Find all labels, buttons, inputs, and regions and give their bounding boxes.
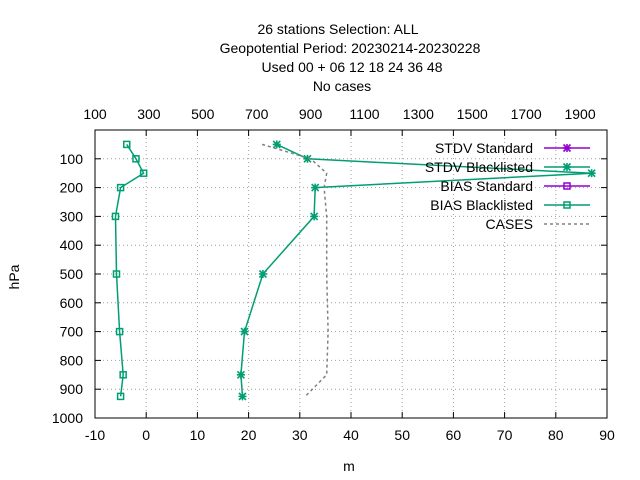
x2-tick-label: 900 xyxy=(299,106,323,122)
x2-tick-label: 1900 xyxy=(564,106,595,122)
x2-tick-label: 300 xyxy=(137,106,161,122)
data-point-bias-blacklisted xyxy=(116,183,125,192)
x-tick-label: 10 xyxy=(190,427,206,443)
data-point-stdv-blacklisted xyxy=(311,183,320,192)
x-tick-label: 40 xyxy=(343,427,359,443)
y-tick-label: 700 xyxy=(60,324,84,340)
x2-tick-label: 500 xyxy=(191,106,215,122)
data-point-bias-blacklisted xyxy=(132,155,140,163)
y-tick-label: 200 xyxy=(60,180,84,196)
legend-label-stdv-blacklisted: STDV Blacklisted xyxy=(425,159,533,175)
x-tick-label: 80 xyxy=(548,427,564,443)
y-tick-label: 800 xyxy=(60,352,84,368)
x2-tick-label: 100 xyxy=(83,106,107,122)
x2-tick-label: 1100 xyxy=(349,106,379,122)
legend: STDV Standard STDV Blacklisted BIAS Standa… xyxy=(425,140,590,232)
data-point-bias-blacklisted xyxy=(116,392,125,401)
legend-label-bias-standard: BIAS Standard xyxy=(440,178,533,194)
y-tick-label: 100 xyxy=(60,151,84,167)
legend-label-cases: CASES xyxy=(486,216,533,232)
x-axis-label: m xyxy=(343,458,355,474)
x-tick-label: 50 xyxy=(394,427,410,443)
chart-title-line-3: Used 00 + 06 12 18 24 36 48 xyxy=(262,59,443,75)
data-point-bias-blacklisted xyxy=(111,212,120,221)
y-tick-label: 500 xyxy=(60,266,84,282)
x-tick-label: 60 xyxy=(446,427,462,443)
x2-tick-label: 1700 xyxy=(511,106,542,122)
legend-marker-bias-blacklisted xyxy=(563,201,571,209)
series-layer xyxy=(111,140,596,401)
x2-tick-label: 1500 xyxy=(457,106,488,122)
y-tick-label: 1000 xyxy=(52,410,83,426)
x-tick-label: 30 xyxy=(292,427,308,443)
data-point-stdv-blacklisted xyxy=(240,327,249,336)
data-point-bias-blacklisted xyxy=(115,327,124,336)
legend-label-stdv-standard: STDV Standard xyxy=(435,140,533,156)
chart-title-line-1: 26 stations Selection: ALL xyxy=(257,21,418,37)
x2-tick-label: 1300 xyxy=(403,106,434,122)
series-line-cases xyxy=(261,143,329,397)
y-tick-label: 900 xyxy=(60,381,84,397)
x-tick-label: 90 xyxy=(599,427,615,443)
data-point-bias-blacklisted xyxy=(112,270,121,278)
axes xyxy=(94,129,608,419)
data-point-stdv-blacklisted xyxy=(238,392,247,401)
series-line-stdv-blacklisted xyxy=(240,143,592,397)
data-point-bias-blacklisted xyxy=(139,169,148,177)
data-point-stdv-blacklisted xyxy=(236,370,245,379)
series-line-bias-blacklisted xyxy=(114,143,145,397)
x-tick-label: 70 xyxy=(497,427,513,443)
y-tick-label: 600 xyxy=(60,295,84,311)
legend-marker-stdv-standard xyxy=(562,143,572,153)
y-axis-label: hPa xyxy=(6,264,22,289)
y-tick-label: 300 xyxy=(60,208,84,224)
x-tick-label: 20 xyxy=(241,427,257,443)
chart-title-line-2: Geopotential Period: 20230214-20230228 xyxy=(220,40,481,56)
x-tick-label: 0 xyxy=(142,427,150,443)
x2-tick-label: 700 xyxy=(245,106,269,122)
legend-marker-bias-standard xyxy=(563,182,571,190)
grid xyxy=(95,130,607,418)
data-point-stdv-blacklisted xyxy=(258,269,268,279)
legend-label-bias-blacklisted: BIAS Blacklisted xyxy=(430,197,533,213)
x-tick-label: -10 xyxy=(85,427,105,443)
legend-marker-stdv-blacklisted xyxy=(562,162,572,172)
y-tick-label: 400 xyxy=(60,237,84,253)
data-point-stdv-blacklisted xyxy=(272,140,281,149)
data-point-stdv-blacklisted xyxy=(310,212,319,221)
data-point-stdv-blacklisted xyxy=(587,169,596,178)
chart-title-line-4: No cases xyxy=(313,78,371,94)
data-point-bias-blacklisted xyxy=(122,140,131,149)
data-point-bias-blacklisted xyxy=(119,371,127,379)
tick-labels: -10 0 10 20 30 40 50 60 70 80 90 100 300 500 700 900 110… xyxy=(52,106,615,443)
